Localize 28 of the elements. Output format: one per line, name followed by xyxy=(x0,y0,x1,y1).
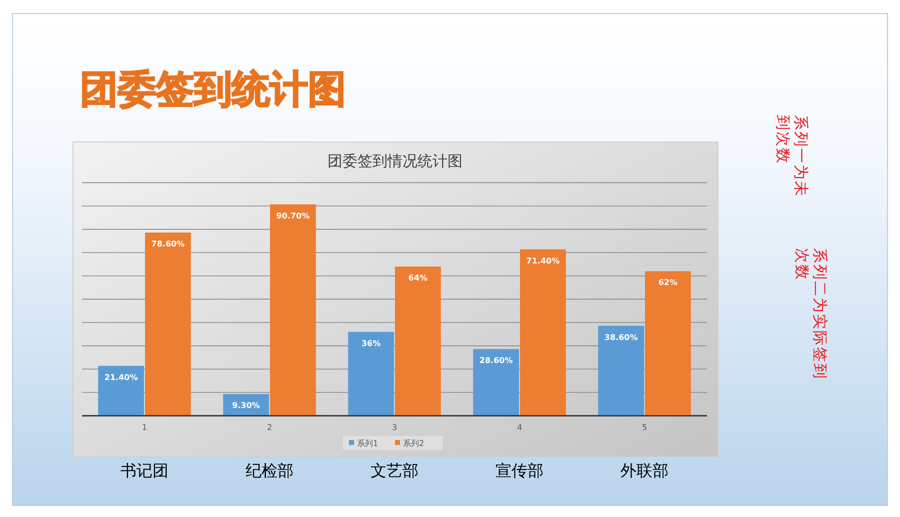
data-label: 38.60% xyxy=(604,332,638,342)
data-label: 36% xyxy=(361,338,381,348)
legend-label: 系列1 xyxy=(357,439,378,448)
x-tick-label: 3 xyxy=(392,423,398,432)
chart-title: 团委签到统计图 xyxy=(80,67,346,111)
text: 次数 xyxy=(793,248,811,281)
text: 系列二为实际签到 xyxy=(811,248,829,380)
chart-subtitle: 团委签到情况统计图 xyxy=(328,152,462,170)
text: 书记团 xyxy=(120,461,168,480)
text: 纪检部 xyxy=(246,461,294,480)
data-label: 9.30% xyxy=(232,401,260,410)
text: 文艺部 xyxy=(370,461,418,480)
data-label: 90.70% xyxy=(276,211,310,220)
data-label: 28.60% xyxy=(479,356,513,366)
data-label: 71.40% xyxy=(526,256,560,266)
x-tick-label: 1 xyxy=(142,423,148,432)
text: 系列一为未 xyxy=(792,115,810,198)
text: 外联部 xyxy=(620,461,668,480)
x-tick-label: 5 xyxy=(642,423,648,432)
text: 宣传部 xyxy=(496,461,544,480)
x-tick-label: 2 xyxy=(266,423,272,432)
data-label: 21.40% xyxy=(104,372,138,382)
data-label: 62% xyxy=(658,278,678,288)
data-label: 64% xyxy=(408,274,428,283)
text: 到次数 xyxy=(774,115,792,164)
data-label: 78.60% xyxy=(151,240,185,249)
x-tick-label: 4 xyxy=(516,423,522,432)
legend-label: 系列2 xyxy=(403,439,424,448)
